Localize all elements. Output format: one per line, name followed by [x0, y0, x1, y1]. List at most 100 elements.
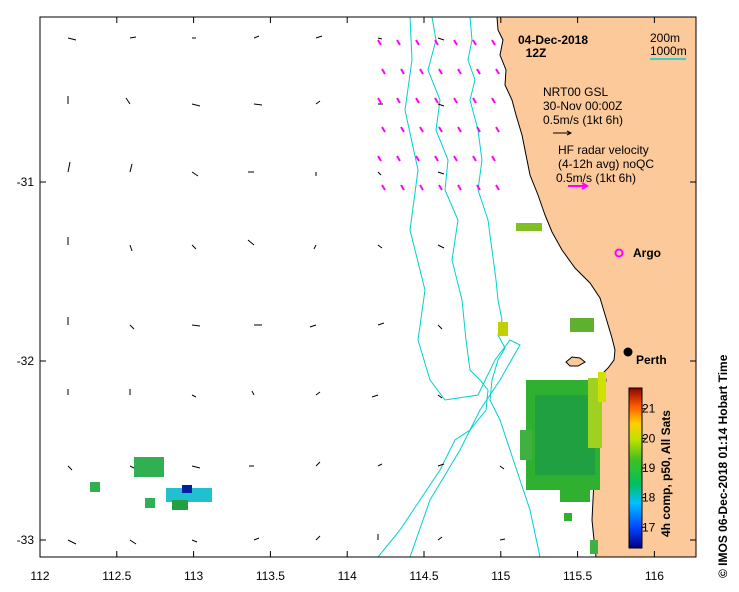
- radar-vector: [434, 39, 439, 46]
- x-tick-label: 114: [338, 569, 357, 583]
- model-vector: [437, 37, 445, 41]
- x-tick-label: 112.5: [102, 569, 131, 583]
- model-vector: [315, 100, 321, 105]
- contour-1000m: [377, 17, 489, 557]
- radar-vector: [457, 68, 462, 75]
- model-velocity-vectors: [67, 35, 506, 545]
- model-vector: [377, 37, 383, 40]
- land-mass: [496, 17, 696, 557]
- plot-frame: [39, 16, 697, 558]
- model-vector: [437, 244, 445, 249]
- model-vector: [129, 465, 135, 469]
- radar-vector: [476, 126, 481, 133]
- model-vector: [191, 103, 201, 107]
- sst-patch-main: [520, 372, 606, 554]
- model-vector: [377, 322, 385, 326]
- radar-vector: [438, 126, 443, 133]
- model-vector: [437, 171, 445, 175]
- radar-vector: [495, 68, 500, 75]
- y-tick-label: -31: [17, 175, 35, 189]
- title-date: 04-Dec-2018: [518, 33, 588, 47]
- radar-vector: [377, 97, 382, 104]
- copyright-timestamp: © IMOS 06-Dec-2018 01:14 Hobart Time: [716, 354, 730, 578]
- model-vector: [315, 461, 321, 467]
- sst-patch-offshore: [90, 457, 212, 510]
- y-tick-label: -32: [17, 354, 35, 368]
- model-vector: [253, 537, 260, 541]
- model-vector: [191, 171, 199, 177]
- radar-vector: [491, 97, 496, 104]
- colorbar-tick-label: 20: [642, 431, 656, 445]
- model-vector: [67, 37, 77, 41]
- radar-vector: [457, 184, 462, 191]
- colorbar: [628, 387, 643, 549]
- perth-marker: [623, 347, 633, 357]
- rottnest-island: [565, 356, 586, 367]
- model-vector: [191, 465, 201, 469]
- y-axis: -31 -32 -33: [17, 175, 696, 547]
- x-tick-label: 112: [30, 569, 49, 583]
- radar-vector: [476, 68, 481, 75]
- model-legend-line2: 30-Nov 00:00Z: [543, 99, 622, 113]
- model-vector: [253, 103, 263, 106]
- radar-vector: [491, 39, 496, 46]
- radar-vector: [377, 39, 382, 46]
- radar-vector: [419, 68, 424, 75]
- model-vector: [377, 463, 383, 467]
- model-vector: [315, 391, 321, 396]
- model-vector: [191, 244, 197, 250]
- colorbar-label: 4h comp, p50, All Sats: [659, 410, 673, 537]
- radar-vector: [396, 155, 401, 162]
- radar-vector: [453, 39, 458, 46]
- radar-vector: [396, 39, 401, 46]
- model-vector: [129, 163, 133, 173]
- argo-label: Argo: [633, 246, 661, 260]
- model-vector: [499, 465, 505, 470]
- model-vector: [191, 324, 201, 327]
- radar-vector: [457, 126, 462, 133]
- model-vector: [67, 161, 71, 173]
- radar-vector: [400, 126, 405, 133]
- radar-legend-line3: 0.5m/s (1kt 6h): [556, 171, 636, 185]
- radar-vector: [491, 155, 496, 162]
- radar-legend-line2: (4-12h avg) noQC: [558, 157, 654, 171]
- model-legend-line3: 0.5m/s (1kt 6h): [543, 113, 623, 127]
- model-vector: [377, 171, 382, 176]
- radar-vector: [415, 97, 420, 104]
- sst-patch-small: [498, 322, 508, 336]
- radar-vector: [434, 155, 439, 162]
- model-vector: [377, 244, 383, 249]
- model-legend-line1: NRT00 GSL: [543, 85, 608, 99]
- contour-1000m-b: [404, 17, 521, 557]
- radar-vector: [415, 39, 420, 46]
- radar-vector: [381, 184, 386, 191]
- model-vector: [437, 463, 445, 467]
- radar-vector: [495, 126, 500, 133]
- radar-vector: [476, 184, 481, 191]
- model-vector: [315, 535, 321, 541]
- contour-200-label: 200m: [650, 31, 680, 45]
- model-vector: [315, 35, 323, 39]
- x-tick-label: 115: [491, 569, 510, 583]
- x-tick-label: 114.5: [409, 569, 438, 583]
- model-vector: [253, 35, 260, 39]
- radar-velocity-vectors: [377, 39, 500, 191]
- radar-vector: [400, 68, 405, 75]
- model-vector: [437, 103, 445, 107]
- colorbar-tick-label: 19: [642, 461, 656, 475]
- radar-vector: [438, 68, 443, 75]
- model-vector: [313, 244, 317, 250]
- radar-vector: [453, 97, 458, 104]
- radar-legend-line1: HF radar velocity: [558, 143, 649, 157]
- argo-float-marker: [614, 248, 624, 258]
- model-vector: [251, 390, 255, 396]
- title-time: 12Z: [526, 46, 547, 60]
- radar-vector: [400, 184, 405, 191]
- colorbar-ticks: 17 18 19 20 21: [642, 402, 656, 534]
- x-tick-label: 115.5: [563, 569, 592, 583]
- radar-vector: [381, 68, 386, 75]
- model-vector: [371, 394, 379, 398]
- model-vector: [129, 36, 137, 39]
- radar-vector: [415, 155, 420, 162]
